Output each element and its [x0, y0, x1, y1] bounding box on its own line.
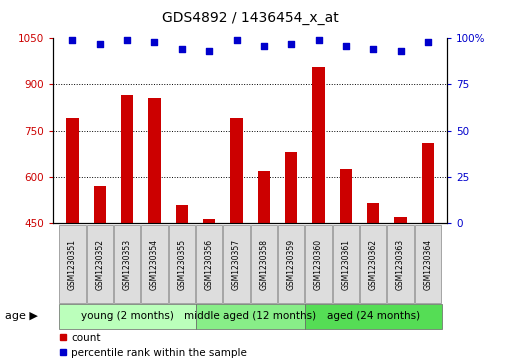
Bar [169, 225, 195, 303]
Text: age ▶: age ▶ [5, 311, 38, 321]
Bar [121, 95, 133, 223]
Point [69, 37, 77, 43]
Bar [360, 225, 387, 303]
Text: GSM1230361: GSM1230361 [341, 238, 351, 290]
Bar [141, 225, 168, 303]
Text: GSM1230357: GSM1230357 [232, 238, 241, 290]
Bar [394, 217, 407, 223]
Text: aged (24 months): aged (24 months) [327, 311, 420, 321]
Point [342, 42, 350, 48]
Text: GSM1230352: GSM1230352 [96, 238, 104, 290]
Bar [305, 225, 332, 303]
Point [314, 37, 323, 43]
Text: GSM1230360: GSM1230360 [314, 238, 323, 290]
Bar [176, 205, 188, 223]
Legend: count, percentile rank within the sample: count, percentile rank within the sample [58, 333, 247, 358]
Text: GSM1230354: GSM1230354 [150, 238, 159, 290]
Point [178, 46, 186, 52]
Point [260, 42, 268, 48]
Bar [388, 225, 414, 303]
Text: GSM1230355: GSM1230355 [177, 238, 186, 290]
Bar [114, 225, 140, 303]
Bar [285, 152, 297, 223]
Bar [203, 219, 215, 223]
Bar [422, 143, 434, 223]
Bar [258, 171, 270, 223]
Point [369, 46, 377, 52]
Bar [59, 304, 196, 329]
Text: GSM1230362: GSM1230362 [369, 238, 378, 290]
Bar [367, 203, 379, 223]
Point [96, 41, 104, 46]
Text: GSM1230351: GSM1230351 [68, 238, 77, 290]
Text: GDS4892 / 1436454_x_at: GDS4892 / 1436454_x_at [162, 11, 338, 25]
Text: young (2 months): young (2 months) [81, 311, 174, 321]
Bar [278, 225, 304, 303]
Bar [224, 225, 249, 303]
Point [150, 39, 158, 45]
Point [205, 48, 213, 54]
Text: GSM1230356: GSM1230356 [205, 238, 214, 290]
Point [287, 41, 295, 46]
Text: GSM1230364: GSM1230364 [423, 238, 432, 290]
Bar [251, 225, 277, 303]
Bar [333, 225, 359, 303]
Point [424, 39, 432, 45]
Text: GSM1230363: GSM1230363 [396, 238, 405, 290]
Text: middle aged (12 months): middle aged (12 months) [184, 311, 316, 321]
Bar [230, 118, 243, 223]
Text: GSM1230359: GSM1230359 [287, 238, 296, 290]
Text: GSM1230353: GSM1230353 [122, 238, 132, 290]
Bar [196, 304, 305, 329]
Point [233, 37, 241, 43]
Point [123, 37, 131, 43]
Bar [196, 225, 223, 303]
Bar [305, 304, 441, 329]
Bar [59, 225, 86, 303]
Bar [415, 225, 441, 303]
Bar [148, 98, 161, 223]
Bar [67, 118, 79, 223]
Bar [87, 225, 113, 303]
Text: GSM1230358: GSM1230358 [260, 238, 268, 290]
Bar [312, 68, 325, 223]
Bar [340, 169, 352, 223]
Bar [93, 186, 106, 223]
Point [397, 48, 405, 54]
